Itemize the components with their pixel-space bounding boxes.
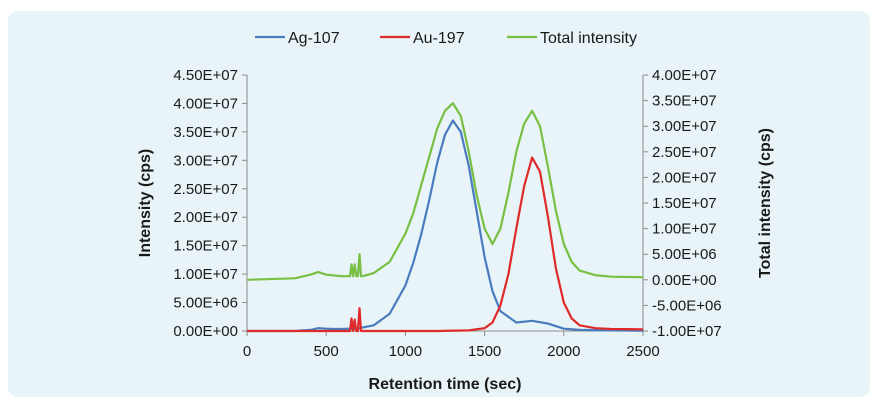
y2-tick-label: 1.00E+07 (652, 221, 717, 238)
series-lines (246, 102, 644, 333)
y-tick-label: 2.00E+07 (173, 209, 238, 226)
chart-frame (8, 11, 870, 397)
y2-tick-label: -1.00E+07 (652, 323, 722, 340)
x-tick-label: 500 (314, 343, 339, 360)
y-tick-label: 3.00E+07 (173, 152, 238, 169)
y-tick-label: 1.50E+07 (173, 238, 238, 255)
y-tick-label: 3.50E+07 (173, 124, 238, 141)
y2-tick-label: 4.00E+07 (652, 67, 717, 84)
y2-tick-label: 3.00E+07 (652, 118, 717, 135)
y2-tick-label: 2.00E+07 (652, 169, 717, 186)
y2-tick-label: 3.50E+07 (652, 93, 717, 110)
series-line-au-197 (247, 156, 644, 333)
legend-label: Au-197 (413, 30, 465, 47)
y-tick-label: 0.00E+00 (173, 323, 238, 340)
x-axis-title: Retention time (sec) (369, 376, 522, 393)
axes: 0.00E+00 5.00E+06 1.00E+07 1.50E+07 2.00E+07… (173, 67, 721, 360)
x-tick-label: 2500 (626, 343, 659, 360)
x-tick-label: 1500 (468, 343, 501, 360)
series-line-total-intensity (246, 102, 644, 281)
y2-tick-label: -5.00E+06 (652, 297, 722, 314)
y2-tick-label: 0.00E+00 (652, 272, 717, 289)
y-tick-label: 5.00E+06 (173, 295, 238, 312)
legend-label: Total intensity (540, 30, 637, 47)
x-tick-label: 2000 (547, 343, 580, 360)
legend-label: Ag-107 (288, 30, 340, 47)
y-tick-label: 4.00E+07 (173, 95, 238, 112)
y-tick-label: 1.00E+07 (173, 266, 238, 283)
y-tick-label: 2.50E+07 (173, 181, 238, 198)
x-tick-label: 0 (243, 343, 251, 360)
y2-tick-label: 5.00E+06 (652, 246, 717, 263)
y2-axis-title: Total intensity (cps) (757, 128, 774, 278)
y-axis-title: Intensity (cps) (137, 149, 154, 257)
x-tick-label: 1000 (389, 343, 422, 360)
series-line-ag-107 (247, 119, 644, 333)
legend: Ag-107 Au-197 Total intensity (255, 30, 637, 47)
y2-tick-label: 2.50E+07 (652, 144, 717, 161)
y2-tick-label: 1.50E+07 (652, 195, 717, 212)
y-tick-label: 4.50E+07 (173, 67, 238, 84)
